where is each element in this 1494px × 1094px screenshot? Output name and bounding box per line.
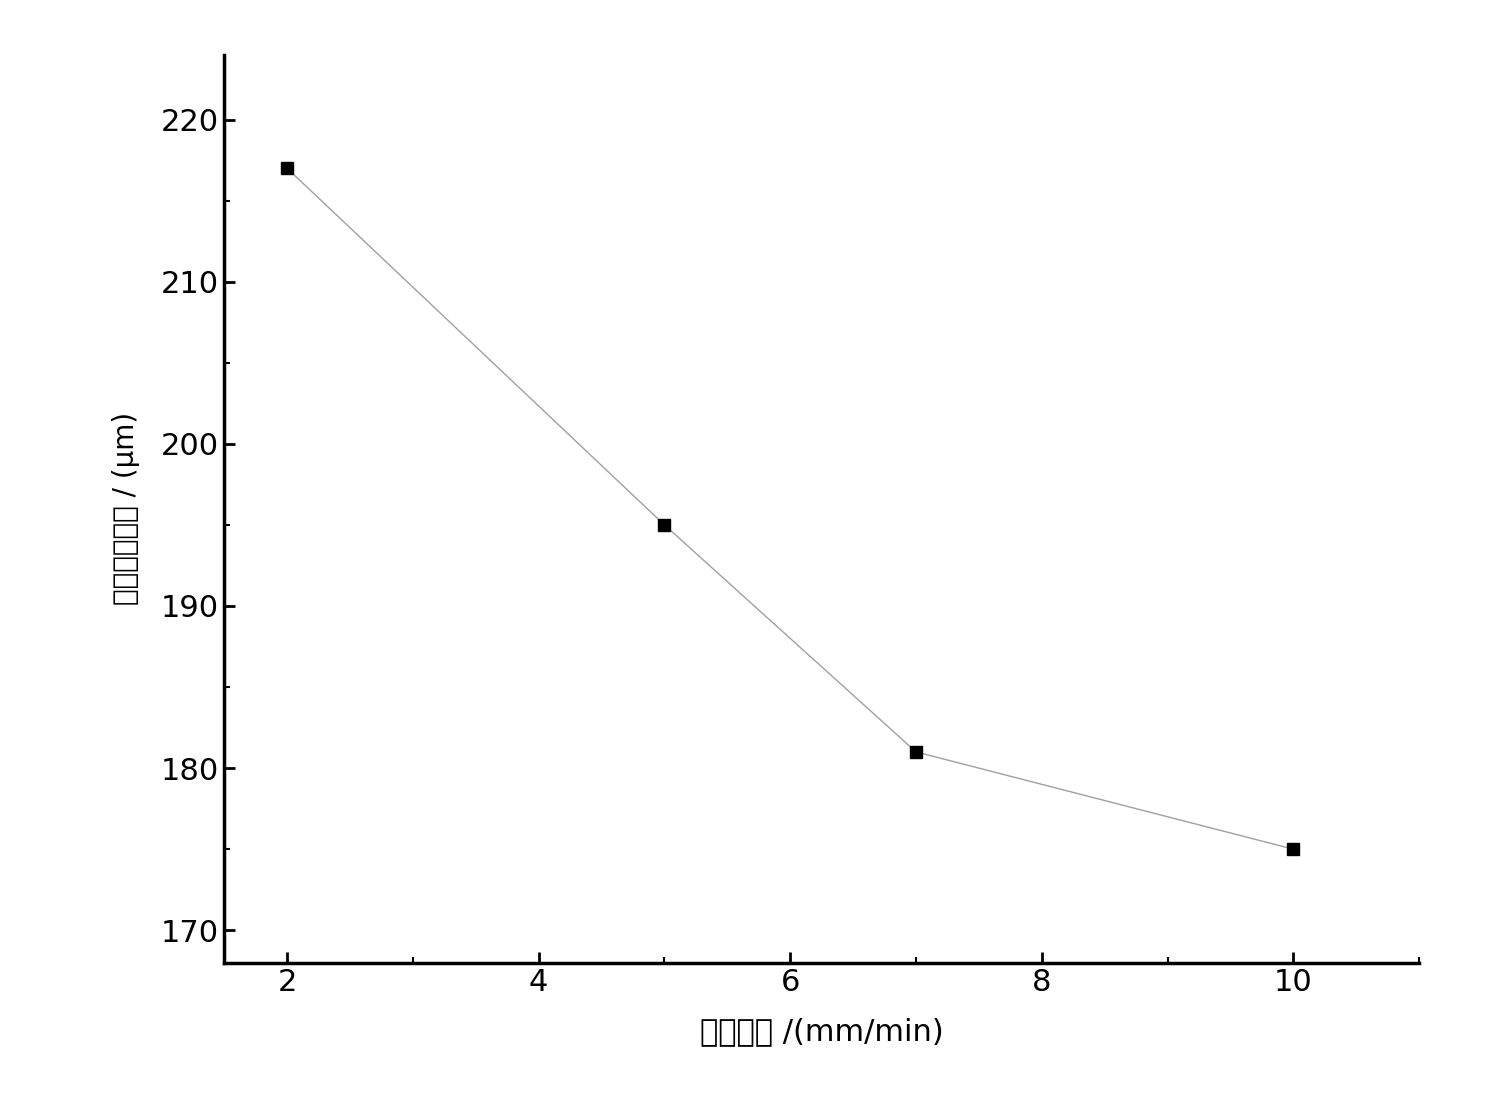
X-axis label: 拉晶速率 /(mm/min): 拉晶速率 /(mm/min) bbox=[699, 1017, 944, 1047]
Y-axis label: 一次枝晶间距 / (μm): 一次枝晶间距 / (μm) bbox=[112, 412, 140, 605]
